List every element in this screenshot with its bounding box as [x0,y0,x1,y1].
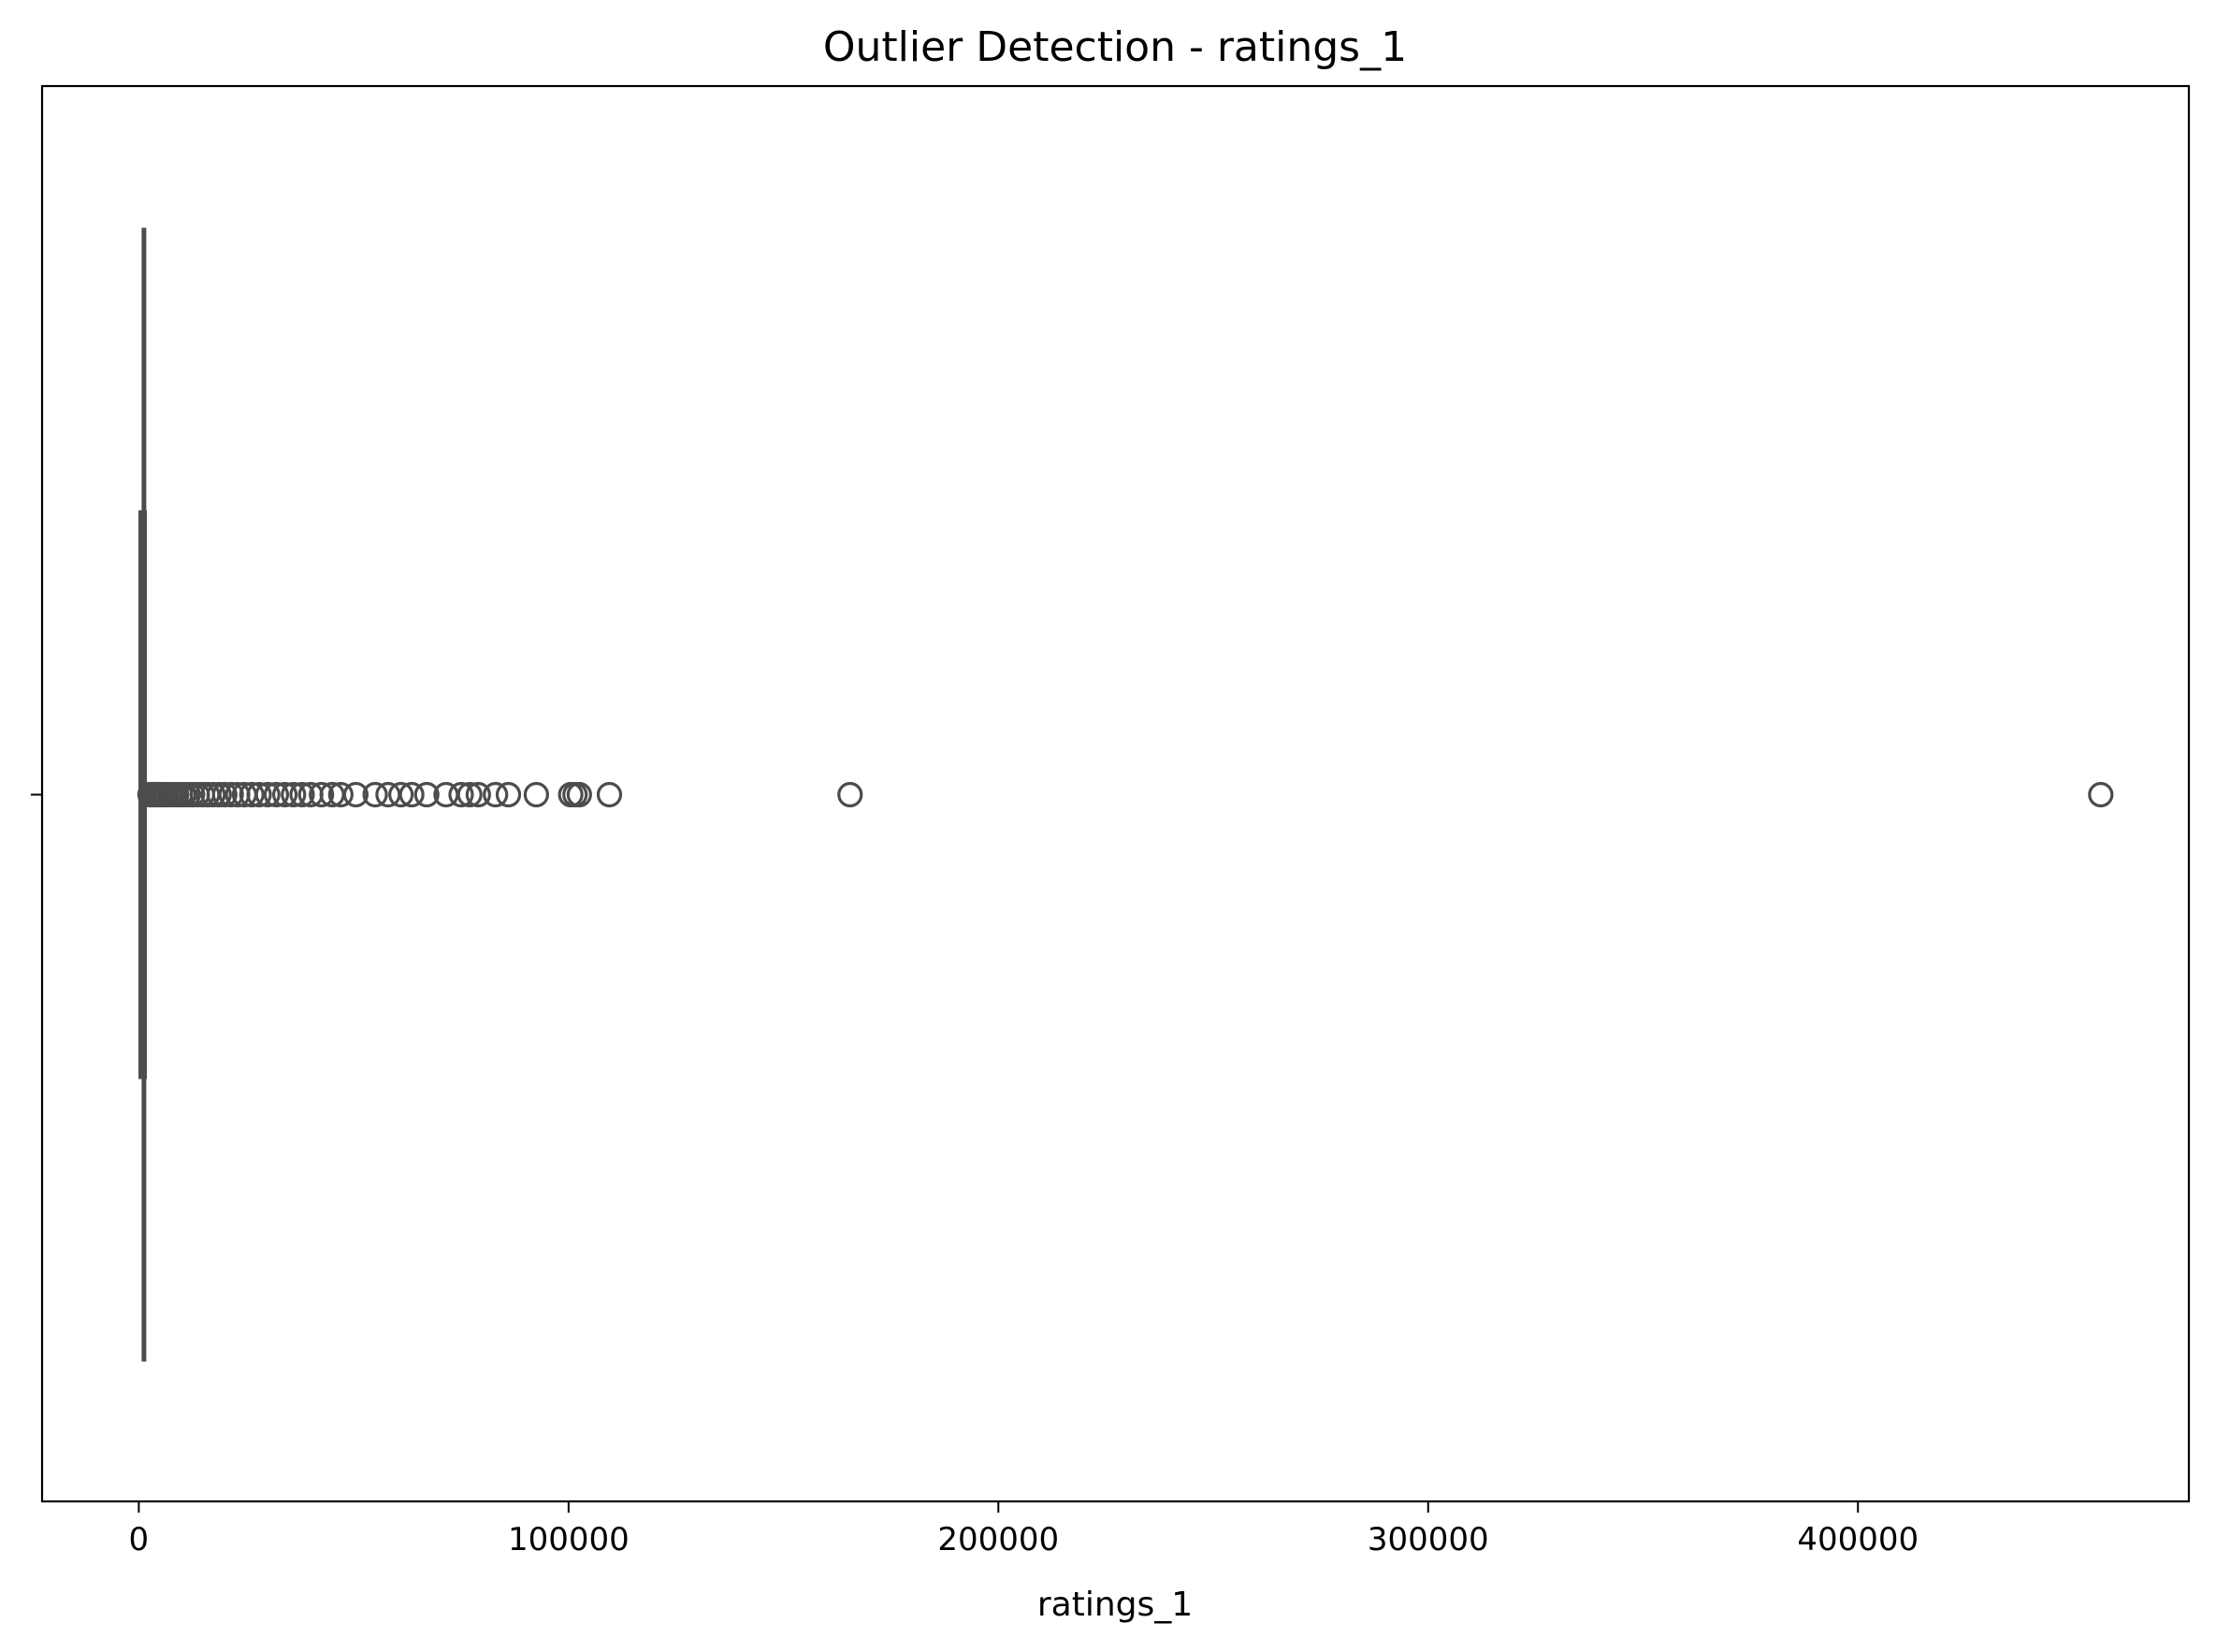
chart-title: Outlier Detection - ratings_1 [823,23,1407,71]
x-tick-label: 0 [129,1521,150,1558]
outlier-point [200,781,226,808]
outlier-point [342,781,369,808]
x-tick-label: 100000 [508,1521,630,1558]
outlier-point [246,781,272,808]
outlier-point [218,781,244,808]
outlier-point [456,781,483,808]
outlier-point [271,781,298,808]
outlier-point [309,781,335,808]
outlier-point [239,781,265,808]
outlier-point [448,781,474,808]
outlier-point [837,781,863,808]
outlier-point [413,781,440,808]
outlier-point [465,781,491,808]
outlier-point [362,781,388,808]
outlier-point [388,781,414,808]
outlier-point [281,781,307,808]
outlier-point [289,781,315,808]
x-tick-label: 400000 [1797,1521,1919,1558]
outlier-point [211,781,238,808]
outlier-point [263,781,290,808]
outlier-point [327,781,354,808]
outlier-point [495,781,522,808]
x-tick-label: 300000 [1368,1521,1489,1558]
outlier-point [483,781,509,808]
outlier-point [375,781,401,808]
outlier-point [566,781,592,808]
outlier-point [254,781,281,808]
x-tick-label: 200000 [937,1521,1059,1558]
x-axis-label: ratings_1 [1037,1586,1193,1624]
outlier-point [523,781,549,808]
outlier-point [398,781,425,808]
outlier-point [2088,781,2114,808]
outlier-point [596,781,623,808]
